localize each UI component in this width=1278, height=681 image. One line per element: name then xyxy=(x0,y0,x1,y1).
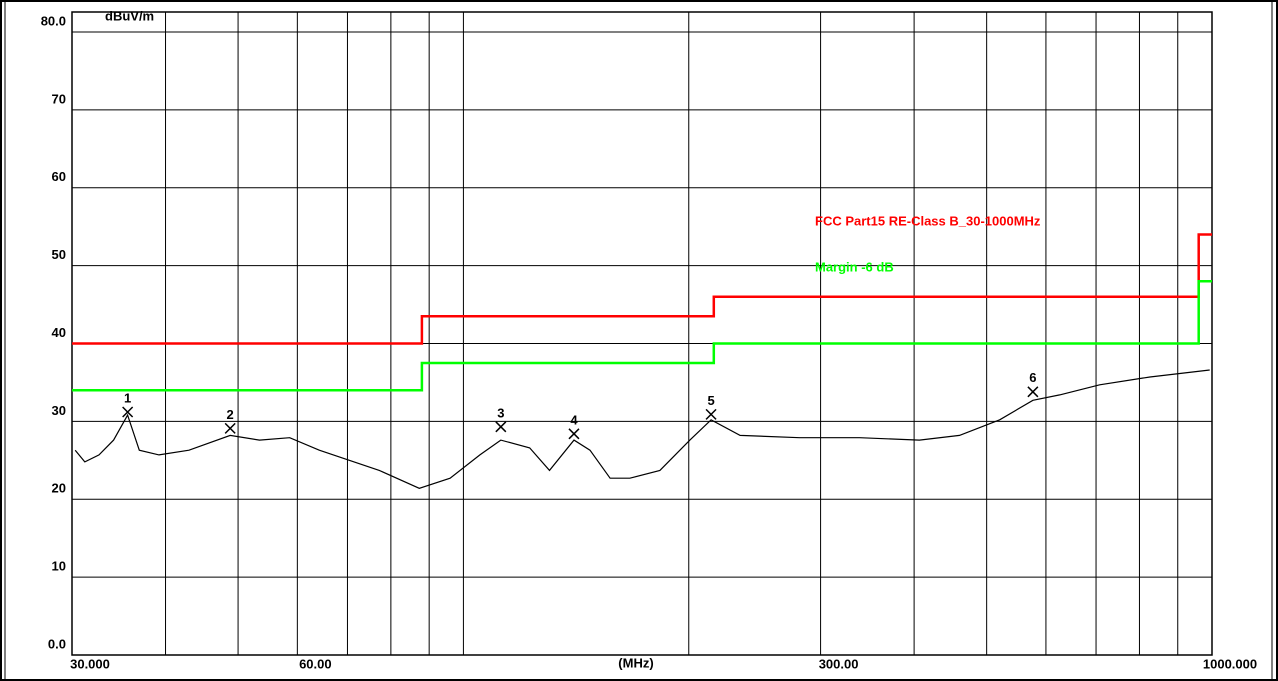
x-tick-label: 60.00 xyxy=(299,656,332,671)
y-tick-label: 40 xyxy=(52,325,66,340)
marker-label: 4 xyxy=(570,412,578,427)
marker-cross xyxy=(705,408,717,420)
x-axis-label: (MHz) xyxy=(618,655,653,670)
marker-label: 2 xyxy=(227,407,234,422)
marker-cross xyxy=(568,428,580,440)
marker-label: 3 xyxy=(497,405,504,420)
marker-cross xyxy=(1027,386,1039,398)
y-tick-label: 20 xyxy=(52,481,66,496)
y-tick-label: 10 xyxy=(52,559,66,574)
y-tick-label: 80.0 xyxy=(41,13,66,28)
marker-label: 6 xyxy=(1029,370,1036,385)
marker-label: 1 xyxy=(124,390,131,405)
x-tick-label: 30.000 xyxy=(70,656,110,671)
y-tick-label: 50 xyxy=(52,247,66,262)
x-tick-label: 300.00 xyxy=(819,656,859,671)
peak-marker xyxy=(224,422,236,434)
marker-cross xyxy=(122,406,134,418)
peak-marker xyxy=(495,421,507,433)
legend-entry: FCC Part15 RE-Class B_30-1000MHz xyxy=(815,213,1041,228)
peak-marker xyxy=(1027,386,1039,398)
limit-line xyxy=(72,233,1212,345)
peak-marker xyxy=(568,428,580,440)
legend-entry: Margin -6 dB xyxy=(815,259,894,274)
plot-frame xyxy=(71,11,1213,656)
trace-line xyxy=(74,369,1210,489)
y-tick-label: 0.0 xyxy=(48,636,66,651)
peak-marker xyxy=(705,408,717,420)
marker-cross xyxy=(224,422,236,434)
y-axis-label: dBuV/m xyxy=(105,8,154,23)
limit-line xyxy=(72,279,1212,392)
marker-label: 5 xyxy=(707,393,714,408)
y-tick-label: 60 xyxy=(52,169,66,184)
peak-marker xyxy=(122,406,134,418)
y-tick-label: 30 xyxy=(52,403,66,418)
y-tick-label: 70 xyxy=(52,91,66,106)
x-tick-label: 1000.000 xyxy=(1203,656,1257,671)
marker-cross xyxy=(495,421,507,433)
